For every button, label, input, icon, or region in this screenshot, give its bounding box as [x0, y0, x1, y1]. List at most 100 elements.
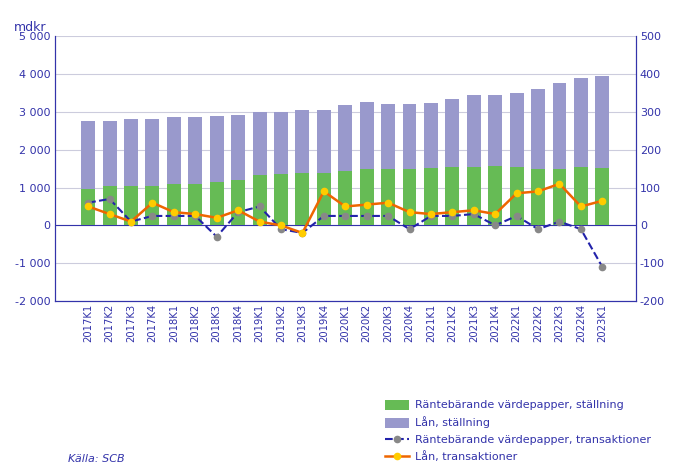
- Lån, transaktioner: [577, 204, 585, 209]
- Bar: [209, 116, 224, 226]
- Räntebärande värdepapper, transaktioner: [170, 213, 178, 219]
- Bar: [188, 117, 202, 226]
- Bar: [531, 169, 545, 226]
- Bar: [146, 186, 159, 226]
- Bar: [403, 169, 416, 226]
- Bar: [81, 189, 95, 226]
- Bar: [124, 186, 138, 226]
- Line: Räntebärande värdepapper, transaktioner: Räntebärande värdepapper, transaktioner: [85, 196, 605, 270]
- Bar: [209, 182, 224, 226]
- Bar: [488, 95, 503, 226]
- Bar: [381, 169, 395, 226]
- Lån, transaktioner: [170, 209, 178, 215]
- Lån, transaktioner: [491, 211, 499, 217]
- Bar: [510, 167, 524, 226]
- Lån, transaktioner: [127, 219, 135, 225]
- Räntebärande värdepapper, transaktioner: [513, 213, 521, 219]
- Bar: [488, 167, 503, 226]
- Lån, transaktioner: [448, 209, 456, 215]
- Bar: [317, 173, 330, 226]
- Lån, transaktioner: [191, 211, 199, 217]
- Bar: [574, 167, 588, 226]
- Räntebärande värdepapper, transaktioner: [256, 204, 264, 209]
- Räntebärande värdepapper, transaktioner: [299, 230, 307, 236]
- Bar: [338, 105, 352, 226]
- Bar: [467, 95, 481, 226]
- Bar: [445, 167, 459, 226]
- Räntebärande värdepapper, transaktioner: [148, 213, 156, 219]
- Bar: [424, 103, 438, 226]
- Bar: [295, 173, 309, 226]
- Lån, transaktioner: [299, 230, 307, 236]
- Lån, transaktioner: [341, 204, 350, 209]
- Räntebärande värdepapper, transaktioner: [362, 213, 371, 219]
- Bar: [424, 168, 438, 226]
- Räntebärande värdepapper, transaktioner: [84, 200, 92, 206]
- Lån, transaktioner: [256, 219, 264, 225]
- Lån, transaktioner: [213, 215, 221, 221]
- Lån, transaktioner: [362, 202, 371, 208]
- Bar: [531, 89, 545, 226]
- Lån, transaktioner: [384, 200, 392, 206]
- Text: Källa: SCB: Källa: SCB: [68, 454, 124, 464]
- Bar: [317, 110, 330, 226]
- Bar: [510, 93, 524, 226]
- Lån, transaktioner: [320, 188, 328, 194]
- Lån, transaktioner: [470, 208, 478, 213]
- Lån, transaktioner: [148, 200, 156, 206]
- Bar: [81, 121, 95, 226]
- Lån, transaktioner: [234, 208, 242, 213]
- Lån, transaktioner: [598, 198, 607, 204]
- Lån, transaktioner: [277, 223, 285, 228]
- Lån, transaktioner: [556, 181, 564, 187]
- Räntebärande värdepapper, transaktioner: [341, 213, 350, 219]
- Räntebärande värdepapper, transaktioner: [448, 213, 456, 219]
- Räntebärande värdepapper, transaktioner: [598, 264, 607, 270]
- Bar: [274, 174, 288, 226]
- Räntebärande värdepapper, transaktioner: [534, 226, 542, 232]
- Line: Lån, transaktioner: Lån, transaktioner: [85, 181, 605, 236]
- Bar: [231, 180, 245, 226]
- Bar: [167, 117, 181, 226]
- Bar: [553, 169, 566, 226]
- Legend: Räntebärande värdepapper, ställning, Lån, ställning, Räntebärande värdepapper, t: Räntebärande värdepapper, ställning, Lån…: [381, 397, 654, 466]
- Bar: [103, 121, 116, 226]
- Räntebärande värdepapper, transaktioner: [105, 196, 114, 202]
- Räntebärande värdepapper, transaktioner: [556, 219, 564, 225]
- Räntebärande värdepapper, transaktioner: [213, 234, 221, 239]
- Räntebärande värdepapper, transaktioner: [320, 213, 328, 219]
- Bar: [360, 169, 373, 226]
- Bar: [596, 76, 609, 226]
- Lån, transaktioner: [84, 204, 92, 209]
- Bar: [553, 83, 566, 226]
- Räntebärande värdepapper, transaktioner: [234, 209, 242, 215]
- Bar: [252, 175, 267, 226]
- Lån, transaktioner: [105, 211, 114, 217]
- Räntebärande värdepapper, transaktioner: [470, 211, 478, 217]
- Räntebärande värdepapper, transaktioner: [384, 213, 392, 219]
- Bar: [338, 170, 352, 226]
- Bar: [124, 119, 138, 226]
- Räntebärande värdepapper, transaktioner: [491, 223, 499, 228]
- Räntebärande värdepapper, transaktioner: [191, 213, 199, 219]
- Bar: [167, 184, 181, 226]
- Bar: [252, 112, 267, 226]
- Text: mdkr: mdkr: [14, 21, 47, 34]
- Räntebärande värdepapper, transaktioner: [277, 226, 285, 232]
- Bar: [146, 119, 159, 226]
- Bar: [574, 79, 588, 226]
- Bar: [295, 110, 309, 226]
- Lån, transaktioner: [405, 209, 413, 215]
- Räntebärande värdepapper, transaktioner: [405, 226, 413, 232]
- Lån, transaktioner: [534, 188, 542, 194]
- Bar: [381, 104, 395, 226]
- Räntebärande värdepapper, transaktioner: [427, 213, 435, 219]
- Bar: [103, 186, 116, 226]
- Lån, transaktioner: [427, 211, 435, 217]
- Bar: [360, 102, 373, 226]
- Bar: [467, 167, 481, 226]
- Bar: [596, 168, 609, 226]
- Lån, transaktioner: [513, 190, 521, 196]
- Bar: [231, 115, 245, 226]
- Bar: [274, 112, 288, 226]
